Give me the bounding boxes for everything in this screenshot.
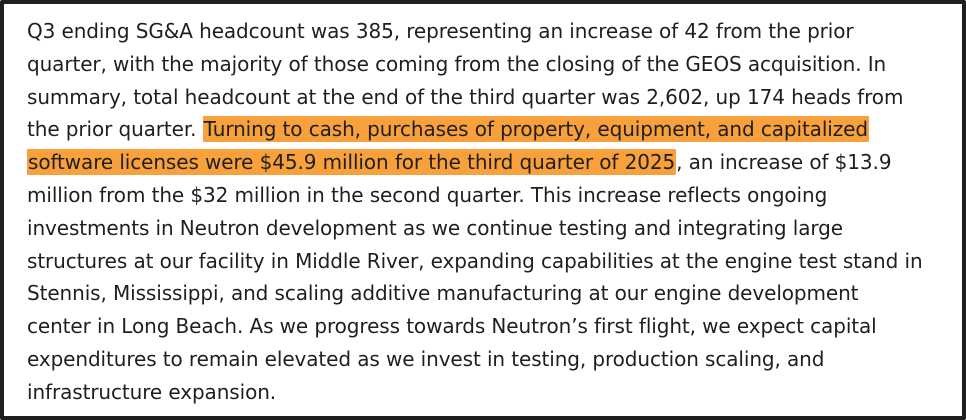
text-segment: center in Long Beach. As we progress tow… (27, 314, 877, 339)
text-line: structures at our facility in Middle Riv… (27, 245, 959, 278)
text-segment: summary, total headcount at the end of t… (27, 84, 904, 109)
text-segment: Stennis, Mississippi, and scaling additi… (27, 281, 859, 306)
text-line: infrastructure expansion. (27, 376, 959, 409)
text-segment: Q3 ending SG&A headcount was 385, repres… (27, 19, 854, 43)
text-line: million from the $32 million in the seco… (27, 179, 959, 212)
highlighted-text: Turning to cash, purchases of property, … (202, 116, 869, 143)
text-line: Stennis, Mississippi, and scaling additi… (27, 277, 959, 310)
text-segment: , an increase of $13.9 (676, 150, 892, 175)
text-line: software licenses were $45.9 million for… (27, 146, 959, 179)
text-line: quarter, with the majority of those comi… (27, 48, 959, 81)
text-line: center in Long Beach. As we progress tow… (27, 310, 959, 343)
text-segment: structures at our facility in Middle Riv… (27, 248, 923, 273)
text-line: investments in Neutron development as we… (27, 212, 959, 245)
text-line: the prior quarter. Turning to cash, purc… (27, 113, 959, 146)
transcript-paragraph: Q3 ending SG&A headcount was 385, repres… (27, 15, 959, 409)
highlighted-text: software licenses were $45.9 million for… (27, 149, 677, 176)
text-line: expenditures to remain elevated as we in… (27, 343, 959, 376)
text-segment: million from the $32 million in the seco… (27, 182, 828, 207)
text-segment: quarter, with the majority of those comi… (27, 51, 887, 76)
text-line: Q3 ending SG&A headcount was 385, repres… (27, 15, 959, 48)
text-segment: investments in Neutron development as we… (27, 215, 843, 240)
text-segment: the prior quarter. (27, 117, 203, 142)
text-segment: expenditures to remain elevated as we in… (27, 346, 825, 371)
text-segment: infrastructure expansion. (27, 379, 277, 404)
text-line: summary, total headcount at the end of t… (27, 81, 959, 114)
